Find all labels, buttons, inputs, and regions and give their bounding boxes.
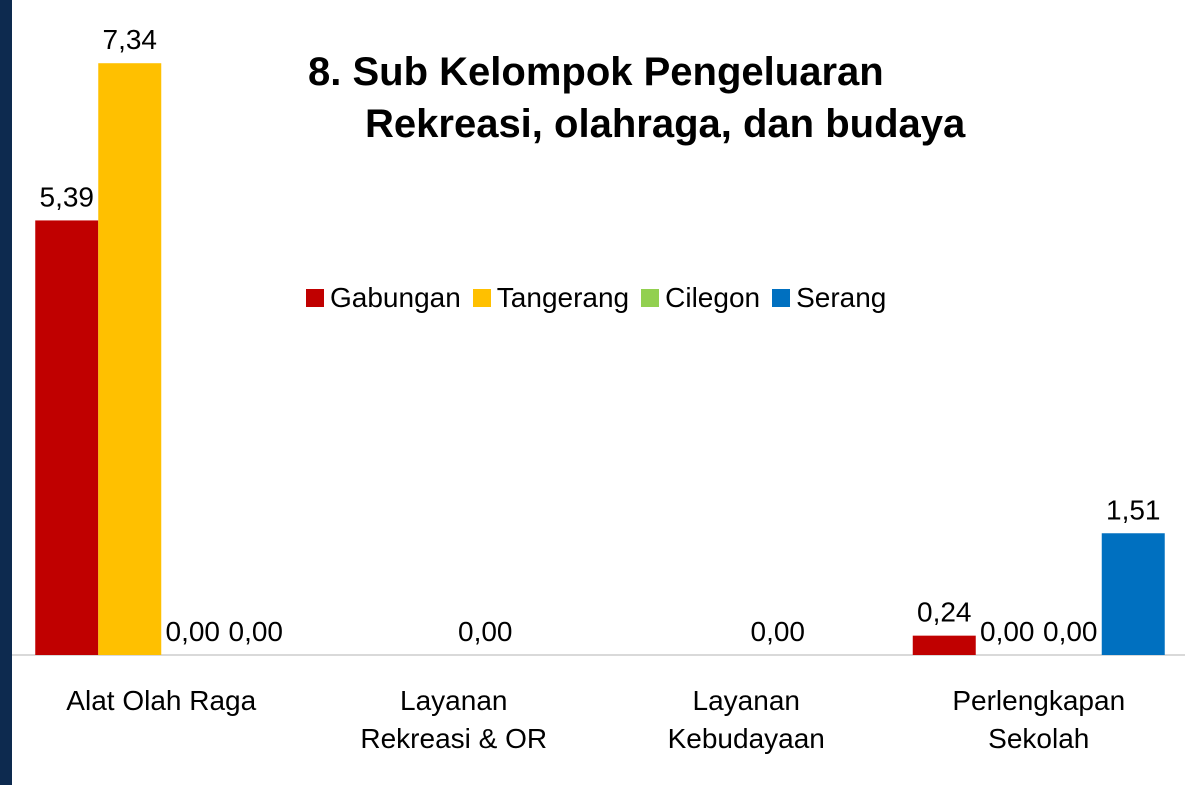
legend-item: Serang <box>772 282 886 314</box>
data-label: 0,00 <box>166 616 221 647</box>
legend-swatch <box>472 289 491 307</box>
data-label: 1,51 <box>1106 494 1161 525</box>
side-strip <box>0 0 12 785</box>
bar <box>912 635 976 655</box>
legend-label: Cilegon <box>665 282 761 313</box>
data-label: 5,39 <box>40 181 95 212</box>
legend-label: Serang <box>796 282 887 313</box>
legend-swatch <box>306 289 324 307</box>
bar <box>35 220 99 655</box>
legend-swatch <box>772 289 791 307</box>
legend-swatch <box>641 289 660 307</box>
data-label: 7,34 <box>103 24 158 55</box>
data-label: 0,00 <box>458 616 513 647</box>
x-tick-label: Layanan Kebudayaan <box>667 685 825 754</box>
data-label: 0,00 <box>980 616 1035 647</box>
legend-item: Cilegon <box>641 282 760 314</box>
legend-item: Tangerang <box>472 282 630 314</box>
legend-label: Tangerang <box>496 282 630 313</box>
chart-title: 8. Sub Kelompok Pengeluaran Rekreasi, ol… <box>308 50 966 146</box>
data-label: 0,00 <box>751 616 806 647</box>
legend-label: Gabungan <box>330 282 461 313</box>
legend: Gabungan Tangerang Cilegon Serang <box>306 282 886 314</box>
data-label: 0,00 <box>229 616 284 647</box>
bar <box>1101 533 1165 655</box>
x-tick-label: Perlengkapan Sekolah <box>952 685 1126 754</box>
x-tick-label: Alat Olah Raga <box>66 685 257 716</box>
data-label: 0,24 <box>917 597 972 628</box>
data-label: 0,00 <box>1043 616 1098 647</box>
legend-item: Gabungan <box>306 282 461 314</box>
bar <box>98 63 162 655</box>
x-tick-label: Layanan Rekreasi & OR <box>360 685 548 754</box>
